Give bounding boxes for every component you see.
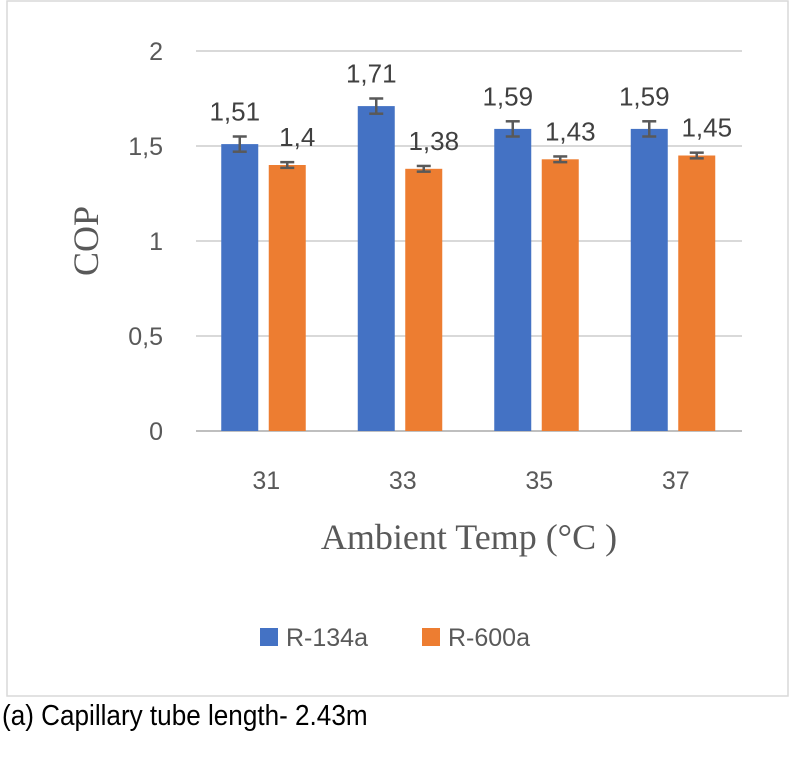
figure-caption: (a) Capillary tube length- 2.43m [2,700,368,732]
bar-r-600a [541,159,579,432]
data-label: 1,38 [408,126,459,156]
data-label: 1,51 [209,97,260,127]
y-axis-title: COP [66,206,106,276]
data-label: 1,45 [681,113,732,143]
data-label: 1,43 [545,116,596,146]
legend-swatch-r600a [422,628,440,646]
y-tick-label: 0 [149,418,163,446]
x-tick-label: 37 [662,467,690,495]
data-label: 1,4 [279,122,315,152]
legend-label-r134a: R-134a [286,624,368,652]
bar-r-134a [357,106,395,431]
chart-border [6,0,789,697]
data-label: 1,71 [346,59,397,89]
legend-swatch-r134a [260,628,278,646]
legend-label-r600a: R-600a [448,624,530,652]
y-tick-label: 1 [149,228,163,256]
x-tick-label: 33 [389,467,417,495]
x-tick-label: 35 [525,467,553,495]
data-label: 1,59 [482,81,533,111]
bar-r-600a [405,168,443,432]
y-tick-label: 0,5 [128,323,163,351]
bar-r-134a [221,144,259,431]
bar-r-134a [494,128,532,431]
bar-r-600a [678,155,716,431]
x-axis-title: Ambient Temp (°C ) [321,517,617,557]
x-tick-label: 31 [252,467,280,495]
bar-r-600a [268,165,306,431]
bar-r-134a [630,128,668,431]
legend: R-134a R-600a [260,624,530,652]
y-tick-label: 1,5 [128,133,163,161]
data-label: 1,59 [619,81,670,111]
y-tick-label: 2 [149,38,163,66]
